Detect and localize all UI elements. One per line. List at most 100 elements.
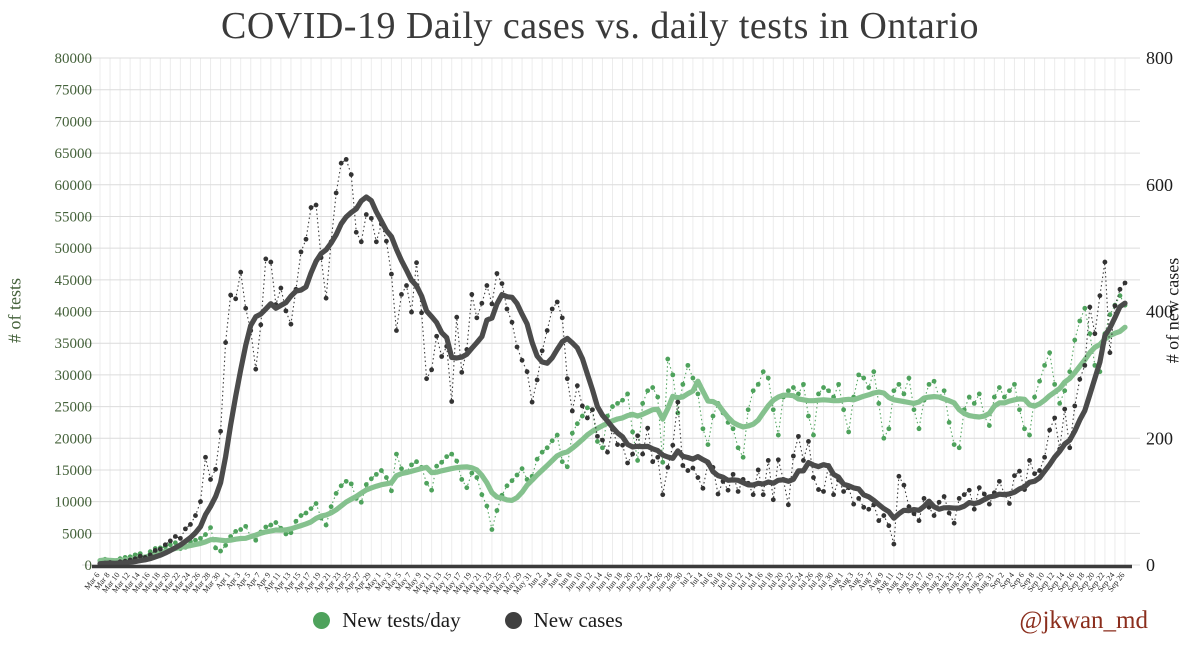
right-tick-label: 400 [1146, 302, 1173, 322]
daily-data-point [645, 388, 651, 394]
daily-data-point [931, 378, 937, 384]
daily-data-point [519, 466, 525, 472]
daily-data-point [765, 375, 771, 381]
daily-data-point [554, 432, 560, 438]
legend-item-cases: New cases [504, 608, 623, 633]
daily-data-point [363, 482, 369, 487]
daily-data-point [961, 492, 967, 498]
daily-data-point [841, 489, 847, 494]
daily-data-point [303, 510, 309, 516]
daily-data-point [313, 501, 319, 506]
daily-data-point [494, 508, 500, 513]
daily-data-point [695, 475, 701, 480]
daily-data-point [313, 202, 319, 208]
daily-data-point [886, 523, 892, 529]
daily-data-point [569, 430, 575, 436]
daily-data-point [233, 296, 239, 302]
left-tick-label: 60000 [55, 178, 93, 194]
daily-data-point [765, 458, 771, 463]
daily-data-point [238, 269, 244, 275]
daily-data-point [514, 344, 520, 350]
daily-data-point [172, 534, 178, 539]
daily-data-point [152, 548, 158, 553]
daily-data-point [1097, 293, 1103, 299]
daily-data-point [1012, 381, 1017, 387]
daily-data-point [444, 454, 450, 460]
daily-data-point [564, 376, 570, 382]
daily-data-point [253, 366, 259, 372]
legend-cases-label: New cases [533, 608, 623, 632]
daily-data-point [559, 459, 565, 465]
daily-data-point [1047, 350, 1053, 356]
daily-data-point [414, 260, 419, 266]
daily-data-point [283, 308, 289, 314]
daily-data-point [891, 541, 897, 547]
daily-data-point [504, 306, 510, 312]
daily-data-point [881, 513, 887, 518]
daily-data-point [796, 433, 801, 439]
daily-data-point [459, 369, 465, 375]
daily-data-point [841, 407, 847, 413]
right-tick-label: 600 [1146, 175, 1173, 195]
left-axis-tick-labels: 0 5000 10000 15000 20000 25000 30000 35000 40000… [55, 51, 93, 574]
left-tick-label: 55000 [55, 209, 93, 225]
daily-data-point [821, 385, 826, 390]
daily-data-point [167, 542, 173, 548]
daily-data-point [690, 375, 696, 381]
daily-data-point [564, 464, 570, 470]
daily-data-point [605, 449, 610, 455]
daily-data-point [650, 459, 656, 465]
daily-data-point [218, 428, 223, 434]
daily-data-point [1072, 337, 1078, 343]
daily-data-point [394, 328, 399, 333]
daily-data-point [338, 483, 344, 489]
daily-data-point [1042, 362, 1048, 368]
daily-data-point [469, 291, 475, 297]
daily-data-point [494, 271, 500, 276]
daily-data-point [811, 432, 816, 438]
daily-data-point [208, 477, 213, 482]
daily-data-point [368, 476, 374, 482]
daily-data-point [223, 542, 229, 548]
daily-data-point [861, 504, 867, 510]
daily-data-point [288, 321, 294, 327]
daily-data-point [700, 485, 706, 491]
daily-data-point [378, 468, 384, 473]
daily-data-point [976, 485, 982, 491]
daily-data-point [343, 478, 349, 484]
daily-data-point [1052, 415, 1058, 421]
daily-data-point [328, 504, 334, 510]
daily-data-point [268, 522, 274, 528]
daily-data-point [338, 160, 344, 166]
daily-data-point [610, 404, 615, 409]
daily-data-point [705, 442, 711, 447]
daily-data-point [735, 489, 741, 494]
daily-data-point [866, 385, 872, 390]
chart-title: COVID-19 Daily cases vs. daily tests in … [220, 5, 980, 47]
daily-data-point [474, 475, 480, 480]
daily-data-point [389, 271, 394, 277]
daily-data-point [775, 432, 781, 438]
daily-data-point [996, 385, 1002, 390]
daily-data-point [655, 454, 661, 460]
daily-data-point [590, 407, 595, 413]
right-tick-label: 800 [1146, 48, 1173, 68]
daily-data-point [745, 407, 751, 413]
daily-data-point [816, 487, 821, 492]
left-tick-label: 75000 [55, 83, 93, 99]
left-tick-label: 10000 [55, 495, 93, 511]
daily-data-point [293, 518, 299, 524]
daily-data-point [861, 375, 867, 381]
daily-data-point [856, 372, 862, 378]
daily-data-point [409, 309, 414, 315]
daily-data-point [228, 292, 234, 298]
daily-data-point [816, 391, 821, 397]
daily-data-point [303, 236, 309, 242]
daily-data-point [630, 451, 635, 457]
daily-data-point [916, 426, 922, 432]
daily-data-point [801, 381, 806, 387]
daily-data-point [785, 388, 791, 394]
daily-data-point [665, 465, 671, 470]
daily-data-point [931, 513, 937, 518]
daily-data-point [770, 497, 776, 503]
